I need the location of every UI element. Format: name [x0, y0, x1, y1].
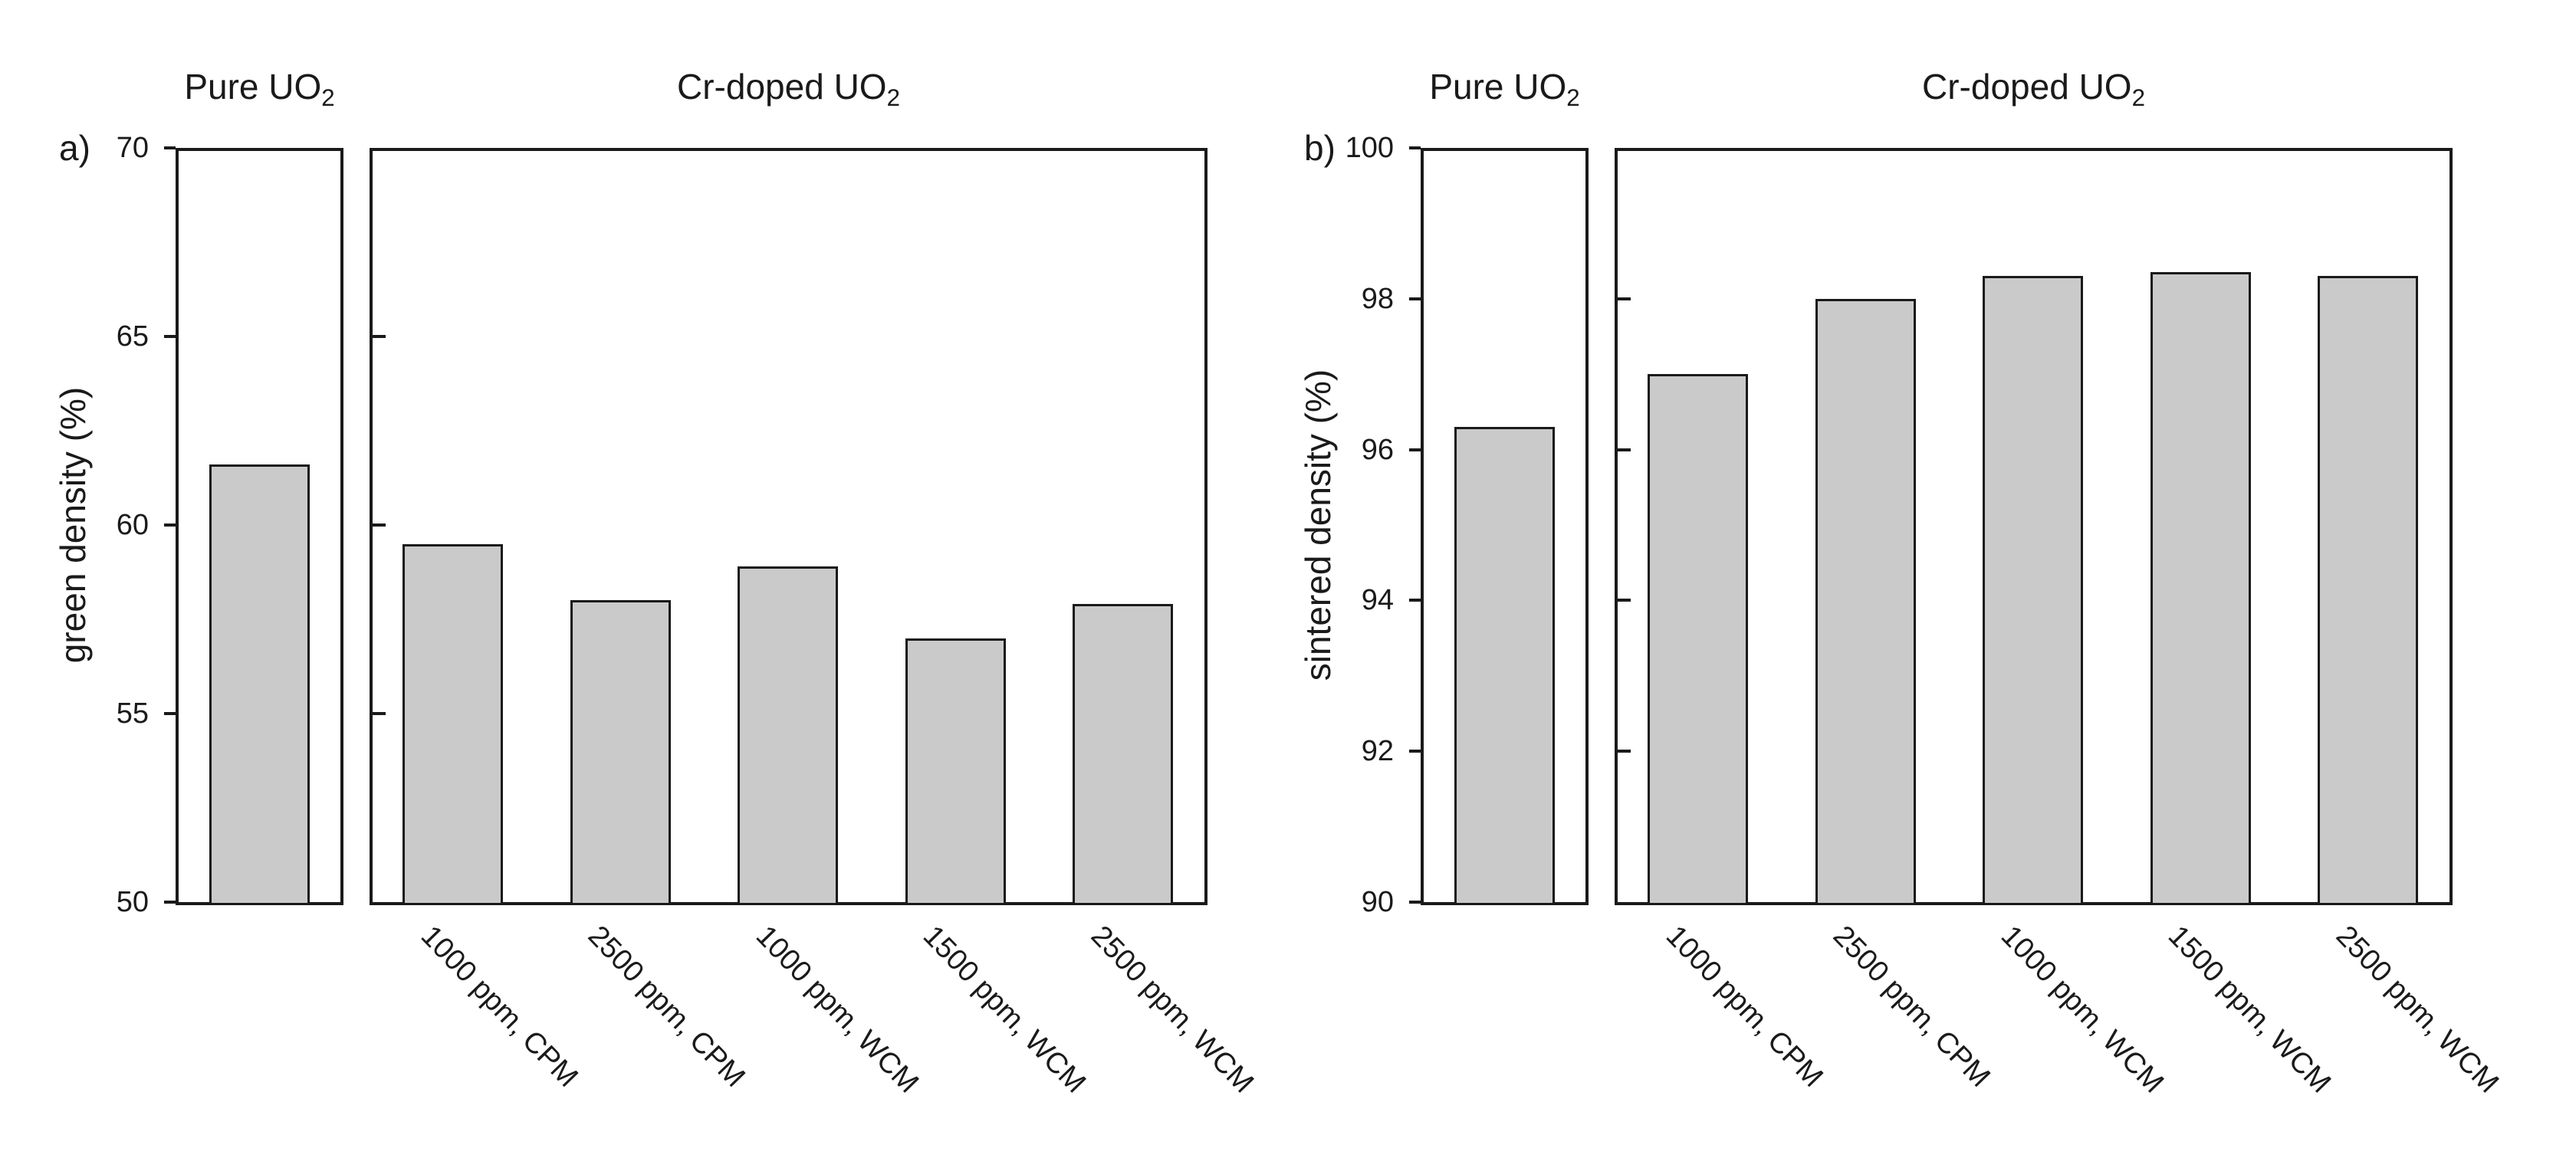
- subpanel-title: Cr-doped UO2: [255, 66, 1322, 112]
- y-tick-mark: [1409, 599, 1421, 602]
- y-tick-mark: [164, 901, 176, 904]
- y-tick-label: 65: [116, 320, 149, 353]
- y-tick-label: 94: [1361, 584, 1394, 616]
- x-category-label: 2500 ppm, WCM: [2329, 920, 2505, 1100]
- y-tick-label: 98: [1361, 283, 1394, 315]
- subpanel-title-subscript: 2: [321, 84, 335, 111]
- y-tick-mark: [1409, 750, 1421, 753]
- y-tick-label: 96: [1361, 434, 1394, 466]
- x-category-label: 1500 ppm, WCM: [2161, 920, 2338, 1100]
- x-category-label: 1500 ppm, WCM: [916, 920, 1092, 1100]
- y-tick-label: 90: [1361, 886, 1394, 918]
- subpanel-title-text: Pure UO: [1429, 67, 1567, 107]
- y-tick-label: 55: [116, 697, 149, 730]
- y-tick-mark-inner: [373, 523, 386, 527]
- bar: [2318, 276, 2418, 905]
- y-tick-label: 50: [116, 886, 149, 918]
- subpanel-title: Pure UO2: [1306, 66, 1704, 112]
- subpanel-title-subscript: 2: [2131, 84, 2145, 111]
- x-category-label: 2500 ppm, WCM: [1084, 920, 1260, 1100]
- subpanel-title: Cr-doped UO2: [1500, 66, 2568, 112]
- y-axis-title: sintered density (%): [1298, 369, 1338, 681]
- y-tick-mark: [1409, 448, 1421, 451]
- subpanel-title-subscript: 2: [886, 84, 900, 111]
- y-tick-mark-inner: [1618, 448, 1631, 451]
- y-tick-label: 60: [116, 509, 149, 541]
- y-tick-mark-inner: [1618, 297, 1631, 300]
- subpanel-title: Pure UO2: [61, 66, 458, 112]
- y-tick-mark-inner: [1618, 599, 1631, 602]
- y-tick-mark: [1409, 146, 1421, 149]
- bar: [1073, 604, 1173, 905]
- x-category-label: 2500 ppm, CPM: [581, 920, 751, 1094]
- subpanel-title-text: Cr-doped UO: [1922, 67, 2132, 107]
- bar: [1454, 427, 1555, 905]
- x-category-label: 1000 ppm, CPM: [1659, 920, 1829, 1094]
- subpanel-title-text: Cr-doped UO: [677, 67, 887, 107]
- subpanel-title-subscript: 2: [1566, 84, 1580, 111]
- bar: [209, 464, 310, 905]
- bar: [1648, 374, 1748, 905]
- y-tick-mark: [164, 712, 176, 715]
- y-tick-mark-inner: [1618, 750, 1631, 753]
- bar: [905, 638, 1006, 905]
- subpanel-title-text: Pure UO: [184, 67, 322, 107]
- y-tick-mark: [1409, 297, 1421, 300]
- y-tick-mark-inner: [373, 712, 386, 715]
- y-tick-mark: [164, 146, 176, 149]
- panel-letter: b): [1304, 128, 1336, 168]
- y-tick-label: 92: [1361, 735, 1394, 767]
- x-category-label: 2500 ppm, CPM: [1826, 920, 1996, 1094]
- x-category-label: 1000 ppm, CPM: [414, 920, 584, 1094]
- bar: [402, 544, 503, 905]
- panel-letter: a): [59, 128, 90, 168]
- x-category-label: 1000 ppm, WCM: [1994, 920, 2170, 1100]
- y-tick-mark: [164, 335, 176, 338]
- x-category-label: 1000 ppm, WCM: [749, 920, 925, 1100]
- bar: [570, 600, 671, 905]
- bar: [738, 566, 838, 905]
- y-tick-mark: [164, 523, 176, 527]
- y-tick-label: 70: [116, 132, 149, 164]
- y-tick-mark-inner: [373, 335, 386, 338]
- bar: [2150, 272, 2251, 905]
- y-tick-mark: [1409, 901, 1421, 904]
- bar: [1983, 276, 2083, 905]
- y-tick-label: 100: [1345, 132, 1394, 164]
- bar: [1815, 299, 1916, 905]
